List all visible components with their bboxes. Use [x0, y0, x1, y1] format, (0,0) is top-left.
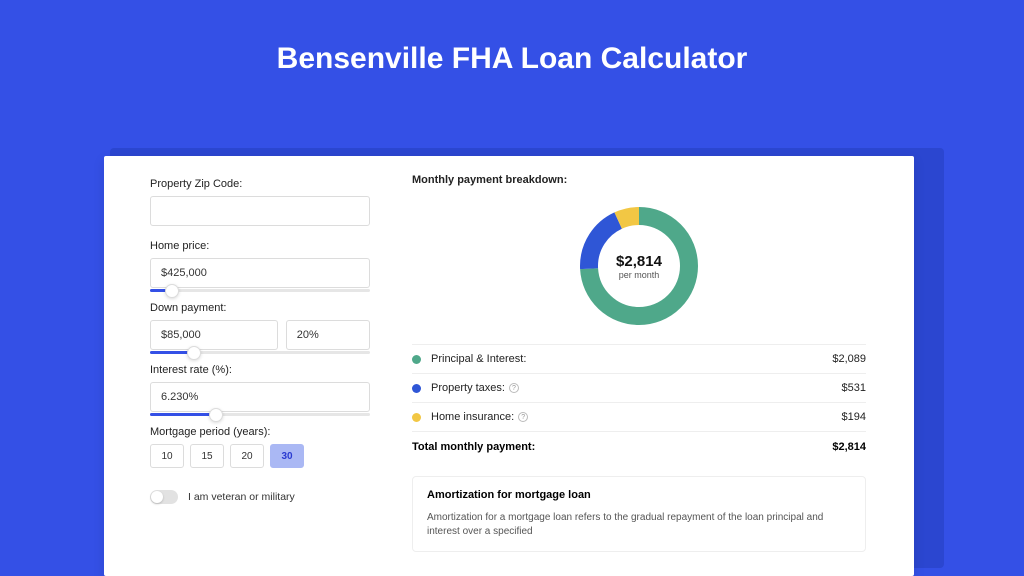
interest-slider-fill: [150, 413, 216, 416]
home-price-slider-thumb[interactable]: [165, 284, 179, 298]
info-icon[interactable]: ?: [518, 412, 528, 422]
breakdown-label: Home insurance: ?: [431, 411, 842, 423]
veteran-toggle-knob: [151, 491, 163, 503]
amortization-card: Amortization for mortgage loan Amortizat…: [412, 476, 866, 552]
calculator-card: Property Zip Code: Home price: Down paym…: [104, 156, 914, 576]
total-row: Total monthly payment: $2,814: [412, 431, 866, 462]
total-label: Total monthly payment:: [412, 441, 832, 453]
breakdown-value: $194: [842, 411, 866, 423]
period-btn-15[interactable]: 15: [190, 444, 224, 468]
breakdown-value: $531: [842, 382, 866, 394]
breakdown-label: Property taxes: ?: [431, 382, 842, 394]
period-btn-30[interactable]: 30: [270, 444, 304, 468]
period-label: Mortgage period (years):: [150, 426, 370, 438]
zip-input[interactable]: [150, 196, 370, 226]
form-panel: Property Zip Code: Home price: Down paym…: [104, 156, 394, 576]
info-icon[interactable]: ?: [509, 383, 519, 393]
interest-input[interactable]: [150, 382, 370, 412]
legend-dot: [412, 413, 421, 422]
breakdown-panel: Monthly payment breakdown: $2,814 per mo…: [394, 156, 914, 576]
home-price-slider[interactable]: [150, 289, 370, 292]
zip-label: Property Zip Code:: [150, 178, 370, 190]
veteran-label: I am veteran or military: [188, 491, 295, 503]
donut-chart: $2,814 per month: [579, 206, 699, 326]
total-value: $2,814: [832, 441, 866, 453]
breakdown-row: Principal & Interest:$2,089: [412, 344, 866, 373]
veteran-row: I am veteran or military: [150, 490, 370, 504]
breakdown-row: Home insurance: ?$194: [412, 402, 866, 431]
donut-amount: $2,814: [616, 253, 662, 270]
period-btn-10[interactable]: 10: [150, 444, 184, 468]
donut-chart-wrap: $2,814 per month: [412, 194, 866, 338]
down-payment-slider[interactable]: [150, 351, 370, 354]
veteran-toggle[interactable]: [150, 490, 178, 504]
down-payment-input[interactable]: [150, 320, 278, 350]
down-payment-slider-thumb[interactable]: [187, 346, 201, 360]
down-payment-pct-input[interactable]: [286, 320, 370, 350]
home-price-label: Home price:: [150, 240, 370, 252]
period-options: 10152030: [150, 444, 370, 468]
interest-slider[interactable]: [150, 413, 370, 416]
legend-dot: [412, 355, 421, 364]
donut-sub: per month: [619, 270, 660, 280]
page-title: Bensenville FHA Loan Calculator: [0, 0, 1024, 100]
interest-label: Interest rate (%):: [150, 364, 370, 376]
breakdown-value: $2,089: [832, 353, 866, 365]
amortization-title: Amortization for mortgage loan: [427, 489, 851, 501]
down-payment-label: Down payment:: [150, 302, 370, 314]
home-price-input[interactable]: [150, 258, 370, 288]
breakdown-row: Property taxes: ?$531: [412, 373, 866, 402]
amortization-text: Amortization for a mortgage loan refers …: [427, 511, 851, 539]
breakdown-title: Monthly payment breakdown:: [412, 174, 866, 186]
breakdown-label: Principal & Interest:: [431, 353, 832, 365]
donut-center: $2,814 per month: [579, 206, 699, 326]
interest-slider-thumb[interactable]: [209, 408, 223, 422]
period-btn-20[interactable]: 20: [230, 444, 264, 468]
legend-dot: [412, 384, 421, 393]
